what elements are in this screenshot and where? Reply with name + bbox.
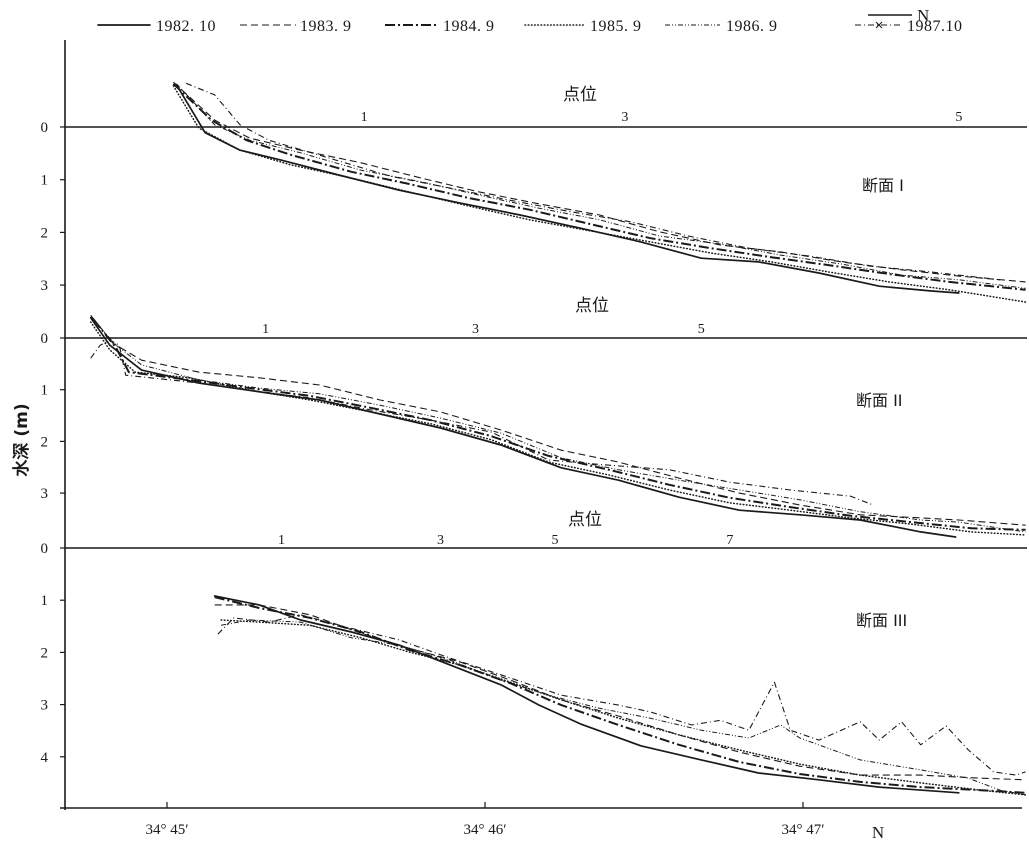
y-tick-label-panel-2: 2 xyxy=(41,434,49,450)
series-line-1984-9-panel-2 xyxy=(93,319,1026,531)
series-line-1985-9-panel-3 xyxy=(220,619,1027,796)
series-line-1984-9-panel-3 xyxy=(214,596,1026,794)
legend-label: 1986. 9 xyxy=(726,18,778,35)
y-tick-label-panel-3: 1 xyxy=(41,593,49,609)
y-tick-label-panel-2: 3 xyxy=(41,486,49,502)
legend-label: 1984. 9 xyxy=(443,18,495,35)
legend-label: 1983. 9 xyxy=(300,18,352,35)
chart-marks: 34° 45′ 34° 46′ 34° 47′ 0 1 2 3 1 3 5 0 1 2 3 1 3 5 0 1 2 3 4… xyxy=(41,81,1027,838)
station-title-panel-2: 点位 xyxy=(575,296,609,316)
x-tick-label: 34° 45′ xyxy=(145,822,188,838)
legend-label: 1982. 10 xyxy=(156,18,216,35)
north-label: N xyxy=(917,6,929,25)
y-tick-label-panel-1: 0 xyxy=(41,120,49,136)
station-label-panel-3: 3 xyxy=(437,533,444,548)
legend-item-1986-9: 1986. 9 xyxy=(665,18,778,35)
y-tick-label-panel-3: 2 xyxy=(41,645,49,661)
station-label-panel-2: 5 xyxy=(698,322,705,337)
x-tick-label: 34° 46′ xyxy=(463,822,506,838)
series-line-1985-9-panel-1 xyxy=(172,85,1027,303)
y-tick-label-panel-3: 3 xyxy=(41,698,49,714)
x-tick-label: 34° 47′ xyxy=(781,822,824,838)
legend-cross-marker xyxy=(875,21,883,29)
series-line-1984-9-panel-1 xyxy=(172,83,1026,291)
station-label-panel-3: 7 xyxy=(726,533,733,548)
panel-label-section-1: 断面 I xyxy=(862,176,904,195)
series-line-1986-9-panel-1 xyxy=(176,83,1026,289)
series-line-1987-10-panel-2 xyxy=(90,339,874,506)
y-tick-label-panel-1: 1 xyxy=(41,173,49,189)
y-tick-label-panel-2: 0 xyxy=(41,331,49,347)
series-line-1982-10-panel-2 xyxy=(89,316,957,538)
series-line-1987-10-panel-3 xyxy=(217,614,1026,776)
y-tick-label-panel-3: 0 xyxy=(41,541,49,557)
y-tick-label-panel-2: 1 xyxy=(41,383,49,399)
y-tick-label-panel-1: 2 xyxy=(41,225,49,241)
legend-item-1983-9: 1983. 9 xyxy=(240,18,352,35)
series-line-1986-9-panel-2 xyxy=(90,316,1026,533)
x-axis-end-label: N xyxy=(872,823,884,842)
y-tick-label-panel-3: 4 xyxy=(41,750,49,766)
station-label-panel-1: 3 xyxy=(621,110,628,125)
series-line-1986-9-panel-3 xyxy=(221,619,1026,796)
north-indicator: N xyxy=(868,6,929,25)
series-line-1982-10-panel-1 xyxy=(175,83,960,294)
legend-label: 1987.10 xyxy=(907,18,963,35)
station-label-panel-1: 1 xyxy=(361,110,368,125)
station-label-panel-1: 5 xyxy=(955,110,962,125)
series-line-1982-10-panel-3 xyxy=(213,595,960,794)
station-label-panel-3: 5 xyxy=(551,533,558,548)
legend-item-1985-9: 1985. 9 xyxy=(524,18,642,35)
y-axis-title: 水深 (m) xyxy=(11,403,32,476)
legend-item-1984-9: 1984. 9 xyxy=(385,18,495,35)
station-label-panel-2: 3 xyxy=(472,322,479,337)
station-label-panel-3: 1 xyxy=(278,533,285,548)
legend-label: 1985. 9 xyxy=(590,18,642,35)
legend-item-1982-10: 1982. 10 xyxy=(97,18,216,35)
station-title-panel-3: 点位 xyxy=(568,510,602,530)
series-line-1985-9-panel-2 xyxy=(89,321,1027,536)
panel-label-section-2: 断面 II xyxy=(856,391,903,410)
panel-label-section-3: 断面 III xyxy=(856,611,907,630)
series-line-1987-10-panel-1 xyxy=(185,82,1001,281)
legend: 1982. 10 1983. 9 1984. 9 1985. 9 1986. 9… xyxy=(97,18,963,35)
legend-item-1987-10: 1987.10 xyxy=(855,18,963,35)
station-label-panel-2: 1 xyxy=(262,322,269,337)
y-tick-label-panel-1: 3 xyxy=(41,278,49,294)
station-title-panel-1: 点位 xyxy=(563,85,597,105)
series-line-1983-9-panel-2 xyxy=(90,314,1026,526)
